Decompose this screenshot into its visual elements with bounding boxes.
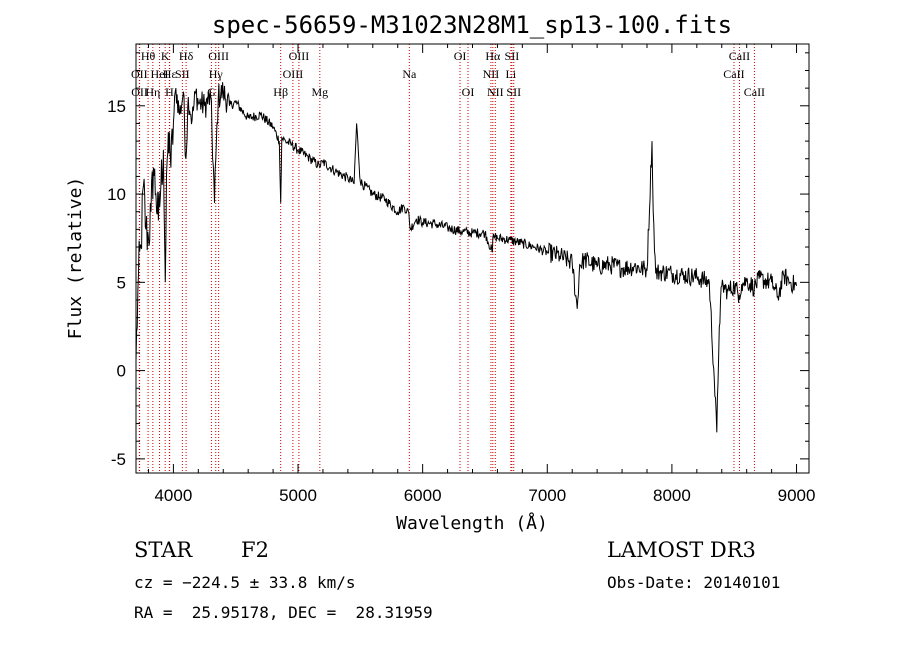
coordinates: RA = 25.95178, DEC = 28.31959 (134, 603, 433, 622)
line-label: Na (402, 67, 417, 81)
line-label: OIII (289, 49, 310, 63)
line-label: SII (506, 85, 521, 99)
line-label: Mg (311, 85, 328, 99)
line-label: OII (131, 85, 148, 99)
line-label: OI (462, 85, 475, 99)
line-label: G (207, 85, 216, 99)
y-tick-label: 15 (107, 97, 126, 116)
x-axis-ticks: 4000 5000 6000 7000 8000 9000 (147, 44, 816, 505)
line-label: CaII (729, 49, 750, 63)
x-tick-label: 9000 (778, 486, 816, 505)
survey-name: LAMOST DR3 (607, 538, 756, 562)
line-label: HeI (151, 67, 169, 81)
line-label: Hδ (179, 49, 194, 63)
line-label: NII (487, 85, 504, 99)
line-label: OII (131, 67, 148, 81)
y-axis-ticks: -5 0 5 10 15 (107, 52, 809, 469)
line-label: Hθ (141, 49, 156, 63)
x-tick-label: 7000 (528, 486, 566, 505)
y-tick-label: -5 (111, 450, 126, 469)
obs-date: Obs-Date: 20140101 (607, 573, 781, 592)
x-tick-label: 8000 (653, 486, 691, 505)
line-label: Li (506, 67, 517, 81)
x-tick-label: 4000 (154, 486, 192, 505)
line-label: CaII (723, 67, 744, 81)
spectrum-group (135, 82, 797, 433)
redshift-readout: cz = −224.5 ± 33.8 km/s (134, 573, 356, 592)
line-label: NII (483, 67, 500, 81)
x-tick-label: 6000 (404, 486, 442, 505)
y-tick-label: 5 (117, 273, 126, 292)
y-tick-label: 10 (107, 185, 126, 204)
object-class: STAR (134, 538, 193, 562)
x-tick-label: 5000 (279, 486, 317, 505)
object-subclass: F2 (241, 538, 269, 562)
line-label: Hβ (273, 85, 288, 99)
line-label: CaII (744, 85, 765, 99)
line-label: OIII (283, 67, 304, 81)
line-label: Hα (485, 49, 501, 63)
line-label: H (165, 85, 174, 99)
y-tick-label: 0 (117, 362, 126, 381)
line-label: K (161, 49, 170, 63)
line-label: Hη (145, 85, 160, 99)
line-markers-group (138, 44, 755, 473)
spectrum-line (135, 82, 797, 433)
chart-title: spec-56659-M31023N28M1_sp13-100.fits (212, 11, 732, 39)
x-axis-label: Wavelength (Å) (396, 512, 548, 534)
line-label: OIII (208, 49, 229, 63)
line-label: OI (454, 49, 467, 63)
line-label: SII (505, 49, 520, 63)
y-axis-label: Flux (relative) (65, 177, 86, 340)
line-label: SII (175, 67, 190, 81)
plot-frame (135, 43, 810, 474)
line-label: Hγ (209, 67, 224, 81)
line-label: Hε (163, 67, 177, 81)
